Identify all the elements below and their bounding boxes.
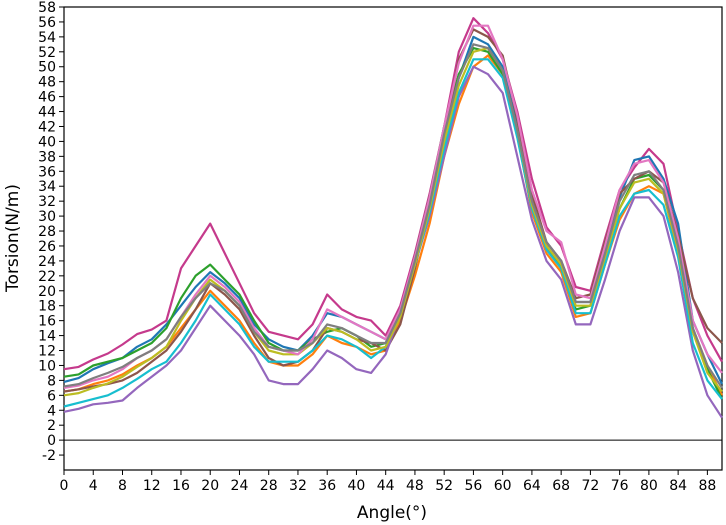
y-tick-label: 44	[38, 105, 56, 121]
series-line-8	[63, 46, 723, 397]
x-tick-label: 44	[377, 478, 395, 494]
x-tick-label: 12	[143, 478, 161, 494]
x-tick-label: 84	[669, 478, 687, 494]
x-tick-label: 0	[60, 478, 69, 494]
x-tick-label: 60	[494, 478, 512, 494]
y-tick-label: 50	[38, 60, 56, 76]
x-tick-label: 36	[318, 478, 336, 494]
x-tick-label: 8	[118, 478, 127, 494]
x-tick-label: 52	[435, 478, 453, 494]
y-tick-label: 4	[47, 403, 56, 419]
y-tick-label: 22	[38, 269, 56, 285]
axes	[59, 6, 723, 475]
y-axis-label: Torsion(N/m)	[3, 184, 23, 293]
y-tick-label: 40	[38, 134, 56, 150]
y-tick-label: 46	[38, 90, 56, 106]
y-tick-label: 36	[38, 164, 56, 180]
x-tick-label: 64	[523, 478, 541, 494]
y-tick-label: 18	[38, 299, 56, 315]
y-tick-label: 52	[38, 45, 56, 61]
y-tick-label: 24	[38, 254, 56, 270]
x-tick-label: 76	[611, 478, 629, 494]
y-tick-label: 54	[38, 30, 56, 46]
x-tick-label: 4	[89, 478, 98, 494]
y-tick-label: 16	[38, 314, 56, 330]
y-tick-label: 34	[38, 179, 56, 195]
y-tick-label: -2	[42, 448, 56, 464]
y-tick-label: 42	[38, 119, 56, 135]
y-tick-label: 28	[38, 224, 56, 240]
y-tick-label: 30	[38, 209, 56, 225]
x-tick-label: 48	[406, 478, 424, 494]
y-tick-label: 58	[38, 0, 56, 16]
y-tick-label: 0	[47, 433, 56, 449]
series-line-3	[63, 54, 723, 396]
x-tick-label: 28	[260, 478, 278, 494]
y-tick-label: 38	[38, 149, 56, 165]
y-tick-label: 14	[38, 329, 56, 345]
x-tick-label: 88	[698, 478, 716, 494]
y-tick-label: 26	[38, 239, 56, 255]
series-lines	[63, 17, 723, 419]
x-tick-label: 32	[289, 478, 307, 494]
x-axis-label: Angle(°)	[357, 503, 427, 523]
y-tick-label: 8	[47, 373, 56, 389]
series-line-10	[63, 43, 723, 389]
tick-labels: -202468101214161820222426283032343638404…	[38, 0, 716, 494]
series-line-6	[63, 65, 723, 419]
y-tick-label: 2	[47, 418, 56, 434]
y-tick-label: 20	[38, 284, 56, 300]
y-tick-label: 6	[47, 388, 56, 404]
y-tick-label: 56	[38, 15, 56, 31]
x-tick-label: 20	[201, 478, 219, 494]
x-tick-label: 72	[581, 478, 599, 494]
y-tick-label: 12	[38, 344, 56, 360]
y-tick-label: 48	[38, 75, 56, 91]
x-tick-label: 24	[231, 478, 249, 494]
x-tick-label: 16	[172, 478, 190, 494]
x-tick-label: 40	[348, 478, 366, 494]
y-tick-label: 10	[38, 358, 56, 374]
y-tick-label: 32	[38, 194, 56, 210]
x-tick-label: 68	[552, 478, 570, 494]
x-tick-label: 56	[465, 478, 483, 494]
x-tick-label: 80	[640, 478, 658, 494]
plot-frame	[63, 6, 723, 471]
